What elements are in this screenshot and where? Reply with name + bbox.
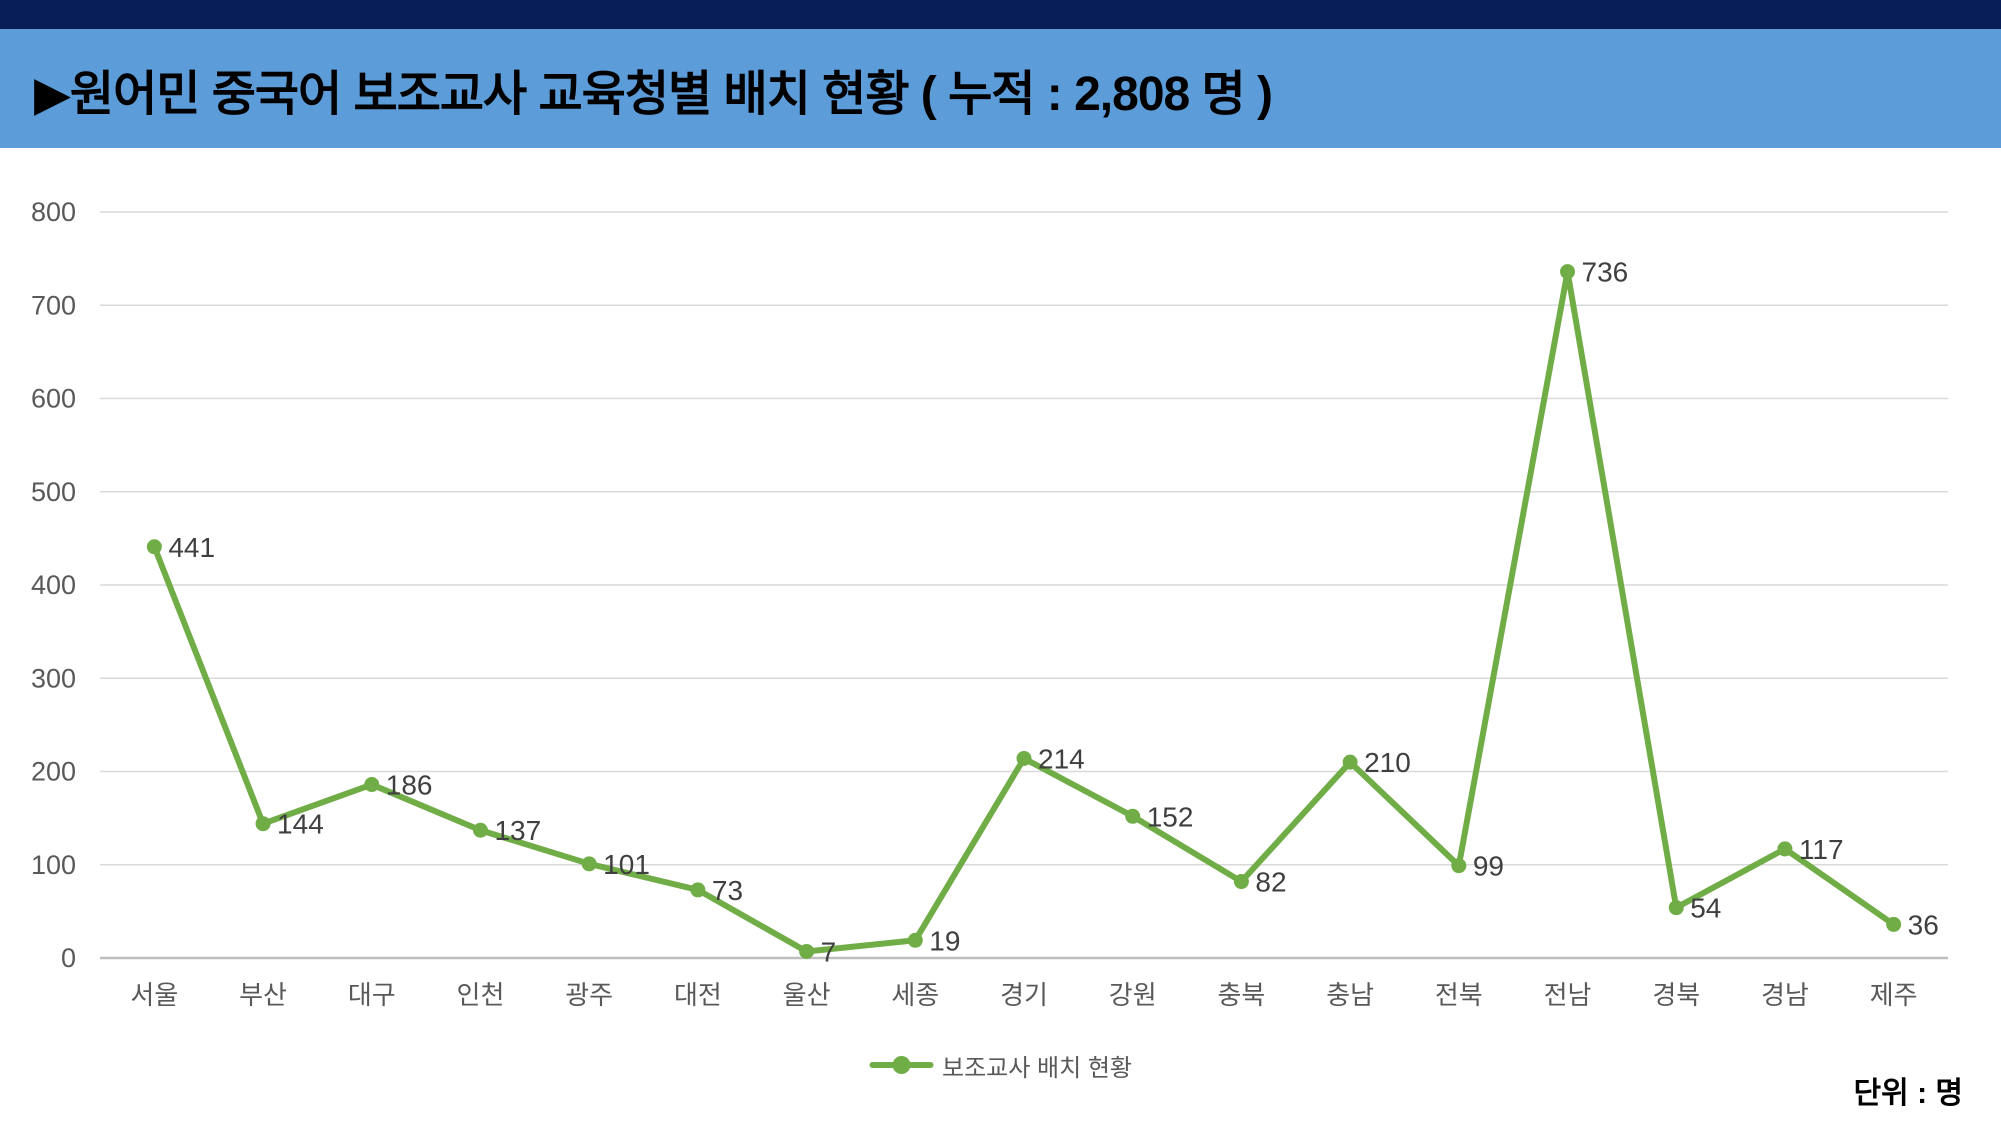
data-point-label: 441 xyxy=(168,532,215,563)
data-point xyxy=(1451,858,1467,874)
data-point xyxy=(581,856,597,872)
data-point xyxy=(690,882,706,898)
data-point xyxy=(1016,750,1032,766)
x-tick-label: 강원 xyxy=(1109,980,1157,1010)
header-top-strip xyxy=(0,0,2001,29)
data-point xyxy=(1125,808,1141,824)
data-point xyxy=(1777,841,1793,857)
data-point xyxy=(364,777,380,793)
data-point-label: 82 xyxy=(1255,867,1286,898)
data-point-label: 144 xyxy=(277,809,324,840)
data-point-label: 186 xyxy=(386,770,433,801)
unit-label: 단위 : 명 xyxy=(1853,1077,1963,1110)
x-tick-label: 경북 xyxy=(1652,980,1700,1010)
x-tick-label: 인천 xyxy=(457,980,505,1010)
data-point xyxy=(1342,754,1358,770)
data-point xyxy=(799,943,815,959)
line-chart: 0 100 200 300 400 500 600 700 800 서울 부산 대구 인천 광주 대전 울산 세… xyxy=(0,148,2001,1125)
y-tick-label: 300 xyxy=(31,663,76,693)
data-point xyxy=(907,932,923,948)
data-point-label: 7 xyxy=(821,936,837,967)
x-tick-label: 전북 xyxy=(1435,980,1483,1010)
data-point-label: 736 xyxy=(1582,257,1629,288)
data-point xyxy=(1233,874,1249,890)
x-tick-label: 광주 xyxy=(565,980,613,1010)
y-tick-label: 600 xyxy=(31,384,76,414)
x-tick-label: 세종 xyxy=(891,980,939,1010)
data-point xyxy=(255,816,271,832)
data-point-label: 99 xyxy=(1473,851,1504,882)
y-tick-label: 700 xyxy=(31,290,76,320)
header-title-band: ▶원어민 중국어 보조교사 교육청별 배치 현황 ( 누적 : 2,808 명 … xyxy=(0,29,2001,148)
data-point-label: 137 xyxy=(494,815,541,846)
y-tick-label: 0 xyxy=(61,943,76,973)
data-point-label: 36 xyxy=(1908,909,1939,940)
x-tick-label: 대전 xyxy=(674,980,722,1010)
x-tick-label: 서울 xyxy=(130,980,178,1010)
x-tick-label: 충북 xyxy=(1217,980,1265,1010)
x-tick-label: 경남 xyxy=(1761,980,1809,1010)
y-tick-label: 400 xyxy=(31,570,76,600)
data-point-label: 210 xyxy=(1364,747,1411,778)
data-point xyxy=(146,539,162,555)
legend-line-marker-icon xyxy=(869,1056,934,1074)
data-point xyxy=(1668,900,1684,916)
y-tick-label: 100 xyxy=(31,850,76,880)
x-tick-label: 제주 xyxy=(1870,980,1918,1010)
x-tick-label: 대구 xyxy=(348,980,396,1010)
data-point-label: 214 xyxy=(1038,743,1085,774)
x-tick-label: 충남 xyxy=(1326,980,1374,1010)
data-point-label: 117 xyxy=(1799,834,1844,865)
y-tick-label: 800 xyxy=(31,197,76,227)
data-point-label: 101 xyxy=(603,849,650,880)
chart-legend: 보조교사 배치 현황 xyxy=(869,1048,1132,1082)
data-point xyxy=(1886,916,1902,932)
chart-canvas: 0 100 200 300 400 500 600 700 800 서울 부산 대구 인천 광주 대전 울산 세… xyxy=(31,197,1948,1010)
data-point xyxy=(1560,264,1576,280)
x-tick-label: 전남 xyxy=(1544,980,1592,1010)
data-point xyxy=(472,822,488,838)
y-tick-label: 200 xyxy=(31,757,76,787)
data-point-label: 73 xyxy=(712,875,743,906)
x-tick-label: 울산 xyxy=(783,980,831,1010)
x-tick-label: 경기 xyxy=(1000,980,1048,1010)
y-tick-label: 500 xyxy=(31,477,76,507)
x-tick-label: 부산 xyxy=(239,980,287,1010)
page-title: ▶원어민 중국어 보조교사 교육청별 배치 현황 ( 누적 : 2,808 명 … xyxy=(34,67,1273,121)
data-point-label: 19 xyxy=(929,925,960,956)
legend-series-label: 보조교사 배치 현황 xyxy=(942,1054,1132,1082)
data-point-label: 54 xyxy=(1690,893,1721,924)
series-line xyxy=(151,268,1897,955)
data-point-label: 152 xyxy=(1147,801,1194,832)
